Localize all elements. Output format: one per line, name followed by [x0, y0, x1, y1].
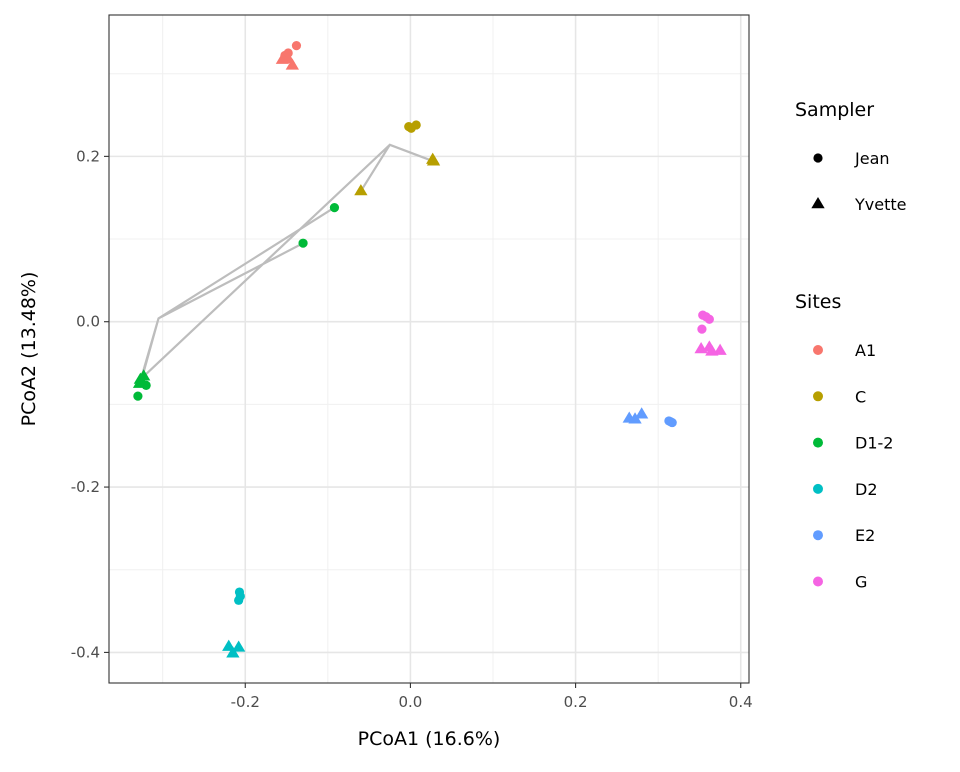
x-tick-label: 0.2 — [564, 693, 588, 711]
axis-ticks: -0.2 0.0 0.2 0.4 -0.4 -0.2 0.0 0.2 — [71, 147, 753, 711]
legend-label-d2: D2 — [855, 480, 878, 499]
points-layer — [132, 40, 727, 658]
legend-label-yvette: Yvette — [854, 195, 906, 214]
point-d2-yvette — [226, 646, 240, 658]
legend-label-c: C — [855, 387, 866, 406]
trajectory-line — [138, 143, 434, 385]
x-tick-label: 0.4 — [729, 693, 753, 711]
point-g-jean — [701, 312, 711, 322]
legend-sites: Sites A1 C D1-2 D2 E2 G — [795, 291, 893, 592]
legend-sampler-entries: Jean Yvette — [811, 149, 906, 214]
legend-sampler: Sampler Jean Yvette — [795, 99, 906, 214]
legend-label-e2: E2 — [855, 526, 875, 545]
x-tick-label: -0.2 — [231, 693, 260, 711]
point-a1-yvette — [285, 58, 299, 70]
point-g-yvette — [705, 344, 719, 356]
point-d1-2-yvette — [133, 372, 148, 384]
point-d2-yvette — [232, 640, 246, 652]
point-e2-jean — [667, 417, 677, 428]
legend-key-e2 — [813, 530, 823, 541]
legend-key-a1 — [813, 345, 823, 355]
legend-key-c — [813, 391, 823, 402]
point-c-yvette — [426, 152, 440, 164]
legend-key-yvette — [811, 197, 825, 209]
legend-label-g: G — [855, 573, 867, 592]
legend-key-jean — [813, 153, 823, 163]
point-d2-jean — [235, 591, 245, 601]
legend-sampler-title: Sampler — [795, 99, 874, 121]
point-e2-yvette — [634, 407, 649, 419]
point-c-yvette — [354, 184, 368, 196]
point-e2-yvette — [628, 412, 642, 424]
x-tick-label: 0.0 — [398, 693, 422, 711]
point-a1-jean — [291, 40, 302, 51]
legend-key-d2 — [813, 483, 823, 494]
point-g-jean — [697, 324, 707, 334]
y-tick-label: 0.0 — [76, 313, 100, 331]
legend-sites-entries: A1 C D1-2 D2 E2 G — [813, 341, 893, 592]
y-axis-title: PCoA2 (13.48%) — [18, 272, 40, 427]
point-d1-2-jean — [329, 203, 340, 213]
y-tick-label: -0.4 — [71, 643, 100, 661]
x-axis-title: PCoA1 (16.6%) — [358, 728, 501, 750]
legend-label-a1: A1 — [855, 341, 876, 360]
y-tick-label: -0.2 — [71, 478, 100, 496]
legend-sites-title: Sites — [795, 291, 841, 313]
legend-key-g — [813, 576, 823, 587]
point-d1-2-jean — [298, 238, 308, 248]
legend-label-jean: Jean — [854, 149, 890, 168]
point-g-yvette — [713, 343, 727, 355]
point-c-jean — [406, 123, 416, 133]
grid — [109, 15, 749, 683]
point-a1-yvette — [281, 51, 295, 64]
trajectory-layer — [138, 143, 434, 385]
legend-key-d1-2 — [813, 437, 823, 448]
y-tick-label: 0.2 — [76, 147, 100, 165]
legend-label-d1-2: D1-2 — [855, 434, 893, 453]
point-d1-2-jean — [133, 391, 143, 401]
panel-border — [108, 14, 750, 684]
